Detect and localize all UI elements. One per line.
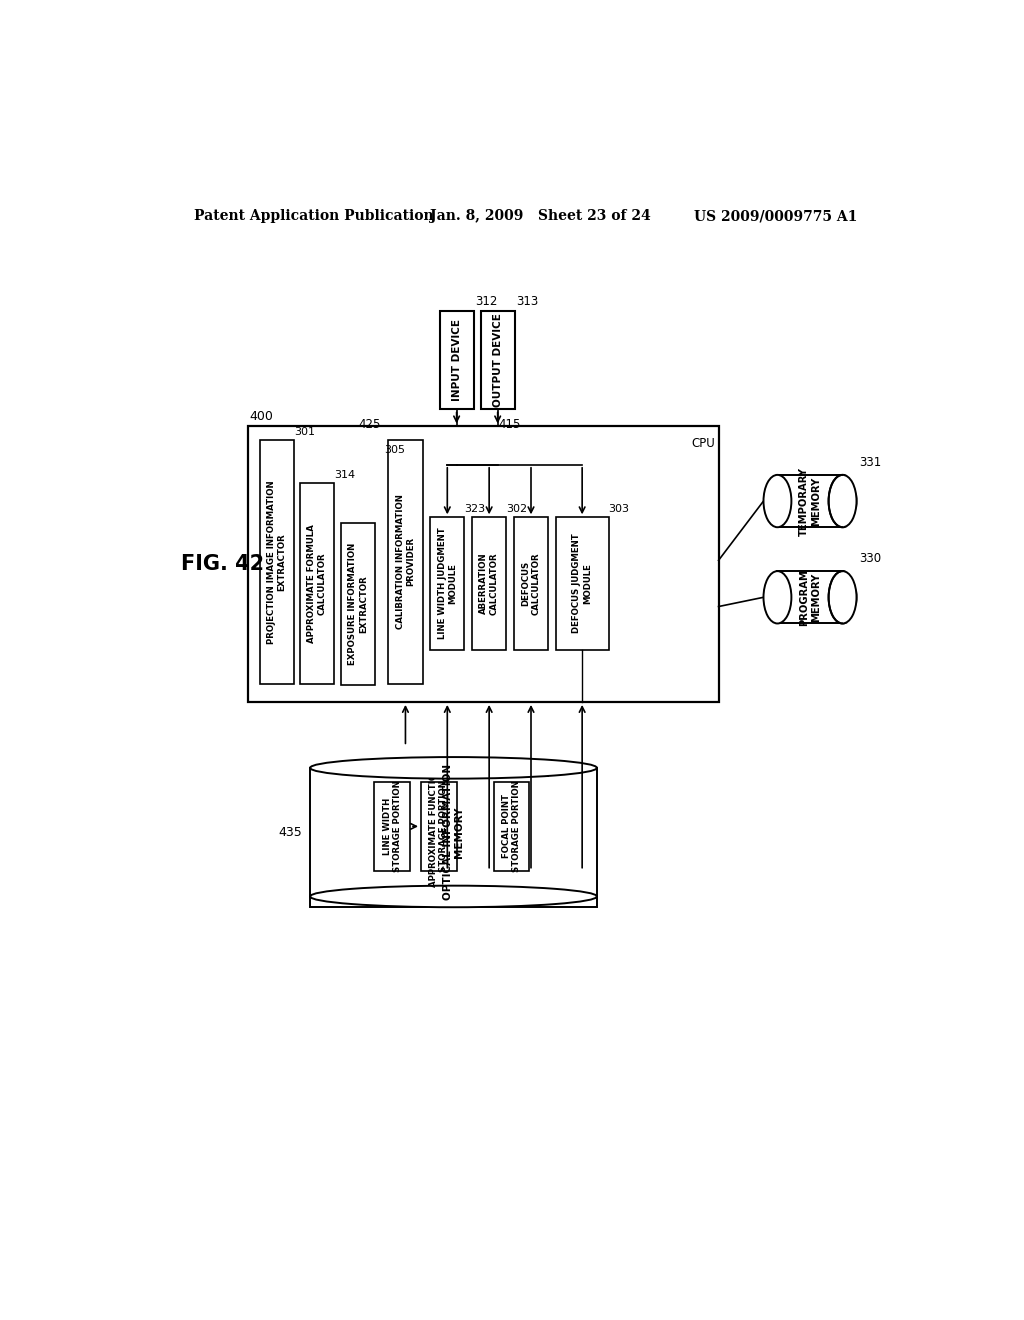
- Bar: [310, 768, 597, 907]
- Bar: [341, 524, 375, 685]
- Text: 400: 400: [250, 409, 273, 422]
- Bar: [494, 781, 529, 871]
- Text: 302: 302: [506, 504, 527, 515]
- Text: FIG. 42: FIG. 42: [180, 554, 264, 574]
- Bar: [777, 475, 843, 527]
- Bar: [248, 426, 719, 702]
- Text: 310: 310: [457, 770, 477, 779]
- Ellipse shape: [310, 758, 597, 779]
- Ellipse shape: [828, 572, 856, 623]
- Text: 331: 331: [859, 455, 882, 469]
- Text: APPROXIMATE FUNCTION
STORAGE PORTION: APPROXIMATE FUNCTION STORAGE PORTION: [429, 766, 449, 887]
- Bar: [375, 781, 410, 871]
- Text: 425: 425: [358, 418, 381, 430]
- Ellipse shape: [310, 886, 597, 907]
- Bar: [430, 517, 464, 649]
- Text: 301: 301: [294, 428, 314, 437]
- Text: FOCAL POINT
STORAGE PORTION: FOCAL POINT STORAGE PORTION: [502, 780, 521, 873]
- Bar: [254, 434, 385, 690]
- Text: 330: 330: [859, 552, 882, 565]
- Bar: [439, 312, 474, 409]
- Bar: [480, 312, 515, 409]
- Text: EXPOSURE INFORMATION
EXTRACTOR: EXPOSURE INFORMATION EXTRACTOR: [348, 543, 368, 665]
- Text: LINE WIDTH
STORAGE PORTION: LINE WIDTH STORAGE PORTION: [383, 780, 402, 873]
- Text: OPTICAL INFORMATION
MEMORY: OPTICAL INFORMATION MEMORY: [442, 764, 464, 900]
- Text: 311: 311: [529, 770, 551, 779]
- Bar: [300, 483, 334, 684]
- Ellipse shape: [828, 475, 856, 527]
- Bar: [421, 781, 457, 871]
- Text: 305: 305: [384, 445, 404, 455]
- Text: APPROXIMATE FORMULA
CALCULATOR: APPROXIMATE FORMULA CALCULATOR: [307, 524, 327, 643]
- Ellipse shape: [764, 572, 792, 623]
- Text: 323: 323: [464, 504, 485, 515]
- Text: 303: 303: [608, 504, 630, 515]
- Text: 314: 314: [334, 470, 355, 480]
- Text: US 2009/0009775 A1: US 2009/0009775 A1: [693, 209, 857, 223]
- Text: INPUT DEVICE: INPUT DEVICE: [452, 319, 462, 401]
- Text: PROGRAM
MEMORY: PROGRAM MEMORY: [799, 569, 821, 626]
- Text: PROJECTION IMAGE INFORMATION
EXTRACTOR: PROJECTION IMAGE INFORMATION EXTRACTOR: [267, 480, 287, 644]
- Text: 313: 313: [516, 294, 539, 308]
- Text: DEFOCUS
CALCULATOR: DEFOCUS CALCULATOR: [521, 552, 541, 615]
- Bar: [260, 441, 294, 684]
- Ellipse shape: [764, 475, 792, 527]
- Text: CPU: CPU: [691, 437, 716, 450]
- Bar: [514, 517, 548, 649]
- Text: LINE WIDTH JUDGMENT
MODULE: LINE WIDTH JUDGMENT MODULE: [437, 528, 457, 639]
- Text: 312: 312: [475, 294, 498, 308]
- Text: Patent Application Publication: Patent Application Publication: [194, 209, 433, 223]
- Bar: [777, 572, 843, 623]
- Text: 321: 321: [410, 770, 431, 779]
- Bar: [388, 441, 423, 684]
- Bar: [556, 517, 608, 649]
- Bar: [472, 517, 506, 649]
- Text: CALIBRATION INFORMATION
PROVIDER: CALIBRATION INFORMATION PROVIDER: [395, 495, 415, 630]
- Text: ABERRATION
CALCULATOR: ABERRATION CALCULATOR: [479, 552, 499, 615]
- Bar: [382, 434, 711, 690]
- Bar: [843, 572, 856, 623]
- Text: OUTPUT DEVICE: OUTPUT DEVICE: [493, 313, 503, 407]
- Text: TEMPORARY
MEMORY: TEMPORARY MEMORY: [799, 466, 821, 536]
- Text: 435: 435: [279, 825, 302, 838]
- Bar: [843, 475, 856, 527]
- Text: 415: 415: [499, 418, 521, 430]
- Text: Jan. 8, 2009   Sheet 23 of 24: Jan. 8, 2009 Sheet 23 of 24: [430, 209, 651, 223]
- Text: DEFOCUS JUDGMENT
MODULE: DEFOCUS JUDGMENT MODULE: [572, 533, 592, 634]
